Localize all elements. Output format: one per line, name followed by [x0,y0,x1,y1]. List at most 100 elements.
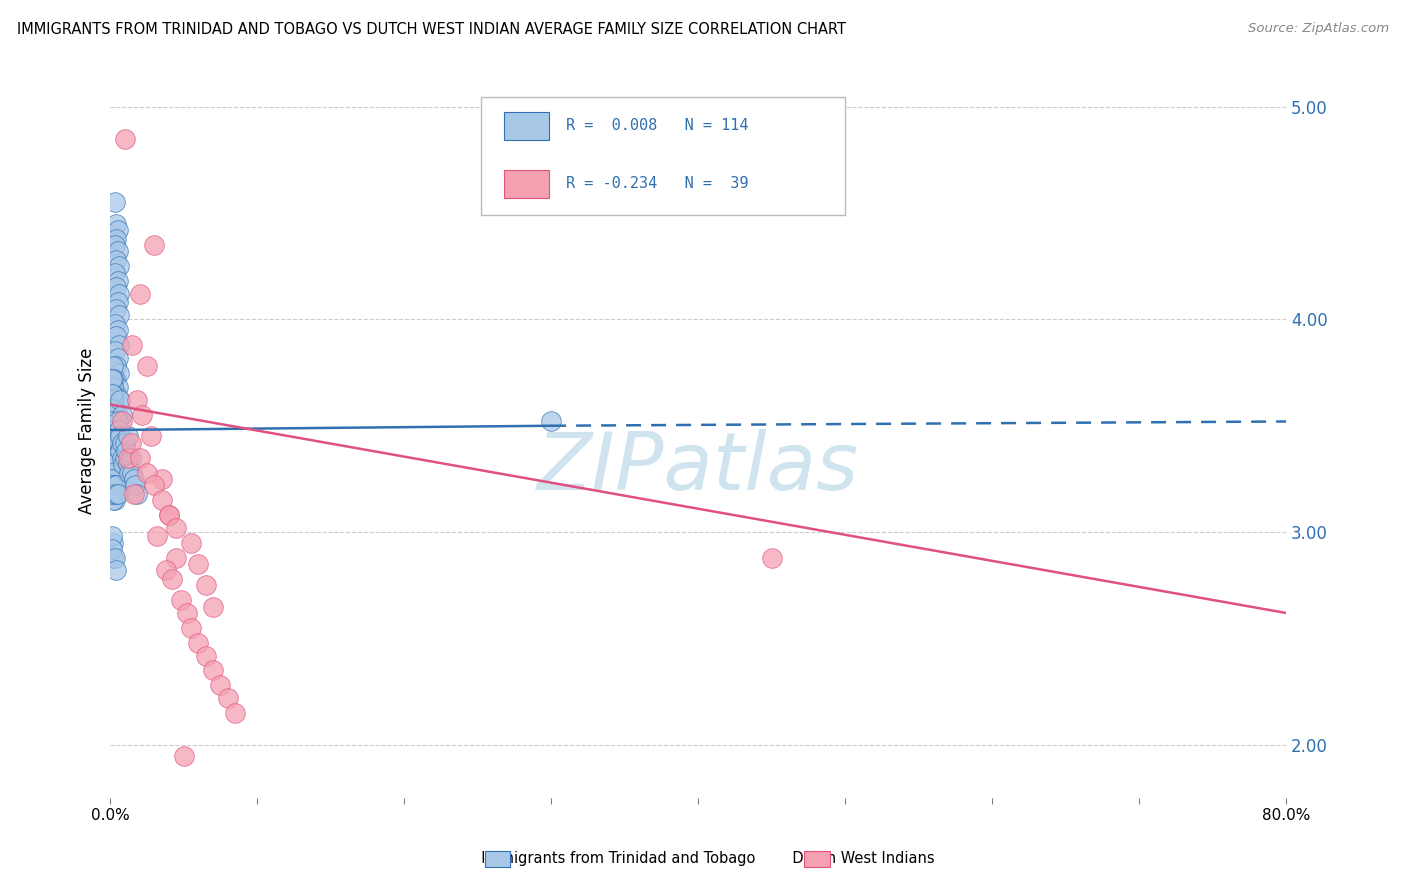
Point [187,557,209,571]
Point [131,408,153,422]
Point [103,266,125,280]
Point [114,450,136,465]
Point [101,450,124,465]
Point [103,344,125,359]
Point [103,195,125,210]
Point [540,415,562,429]
Point [103,478,125,492]
Point [100,444,122,458]
Point [101,408,124,422]
Point [100,472,122,486]
Point [120,435,142,450]
Bar [505,169,548,198]
Point [117,457,139,471]
Point [107,487,129,501]
Point [141,429,163,443]
Point [101,444,124,458]
Point [202,599,225,614]
Point [103,435,125,450]
Point [110,444,132,458]
Point [108,423,131,437]
Point [103,444,125,458]
Point [101,429,124,443]
Point [100,435,122,450]
Point [761,550,783,565]
Point [101,535,124,549]
Point [101,380,124,394]
Point [101,359,124,374]
Point [101,478,124,492]
Point [105,217,128,231]
Point [107,223,129,237]
Text: Immigrants from Trinidad and Tobago        Dutch West Indians: Immigrants from Trinidad and Tobago Dutc… [471,851,935,865]
Text: R =  0.008   N = 114: R = 0.008 N = 114 [567,119,749,133]
Point [108,338,131,352]
Point [100,423,122,437]
Point [155,563,177,577]
Point [105,252,128,267]
Text: IMMIGRANTS FROM TRINIDAD AND TOBAGO VS DUTCH WEST INDIAN AVERAGE FAMILY SIZE COR: IMMIGRANTS FROM TRINIDAD AND TOBAGO VS D… [17,22,846,37]
Point [108,286,131,301]
Point [100,542,122,557]
Point [103,466,125,480]
Point [110,429,132,443]
Point [100,466,122,480]
FancyBboxPatch shape [481,97,845,215]
Point [103,423,125,437]
Point [115,444,138,458]
Point [110,393,132,408]
Point [165,550,187,565]
Point [105,563,128,577]
Point [105,429,128,443]
Point [107,295,129,310]
Point [101,457,124,471]
Point [108,457,131,471]
Point [150,493,173,508]
Point [224,706,246,720]
Text: ZIPatlas: ZIPatlas [537,429,859,507]
Point [117,450,139,465]
Point [100,387,122,401]
Point [108,308,131,322]
Point [100,529,122,543]
Point [108,259,131,273]
Point [103,550,125,565]
Point [100,478,122,492]
Point [173,748,195,763]
Point [107,323,129,337]
Point [128,450,150,465]
Y-axis label: Average Family Size: Average Family Size [79,348,96,515]
Point [103,401,125,416]
Point [101,493,124,508]
Point [157,508,180,522]
Point [120,450,142,465]
Bar [505,112,548,140]
Point [114,435,136,450]
Point [103,317,125,331]
Point [111,450,134,465]
Point [146,529,169,543]
Point [107,274,129,288]
Point [101,423,124,437]
Point [101,415,124,429]
Point [103,450,125,465]
Point [105,444,128,458]
Point [103,487,125,501]
Point [101,435,124,450]
Point [100,415,122,429]
Point [118,466,141,480]
Point [105,231,128,245]
Point [107,415,129,429]
Point [111,435,134,450]
Point [125,393,148,408]
Point [107,466,129,480]
Point [202,664,225,678]
Point [105,387,128,401]
Point [135,466,157,480]
Point [157,508,180,522]
Point [143,478,166,492]
Point [180,535,202,549]
Point [135,359,157,374]
Point [165,521,187,535]
Point [111,415,134,429]
